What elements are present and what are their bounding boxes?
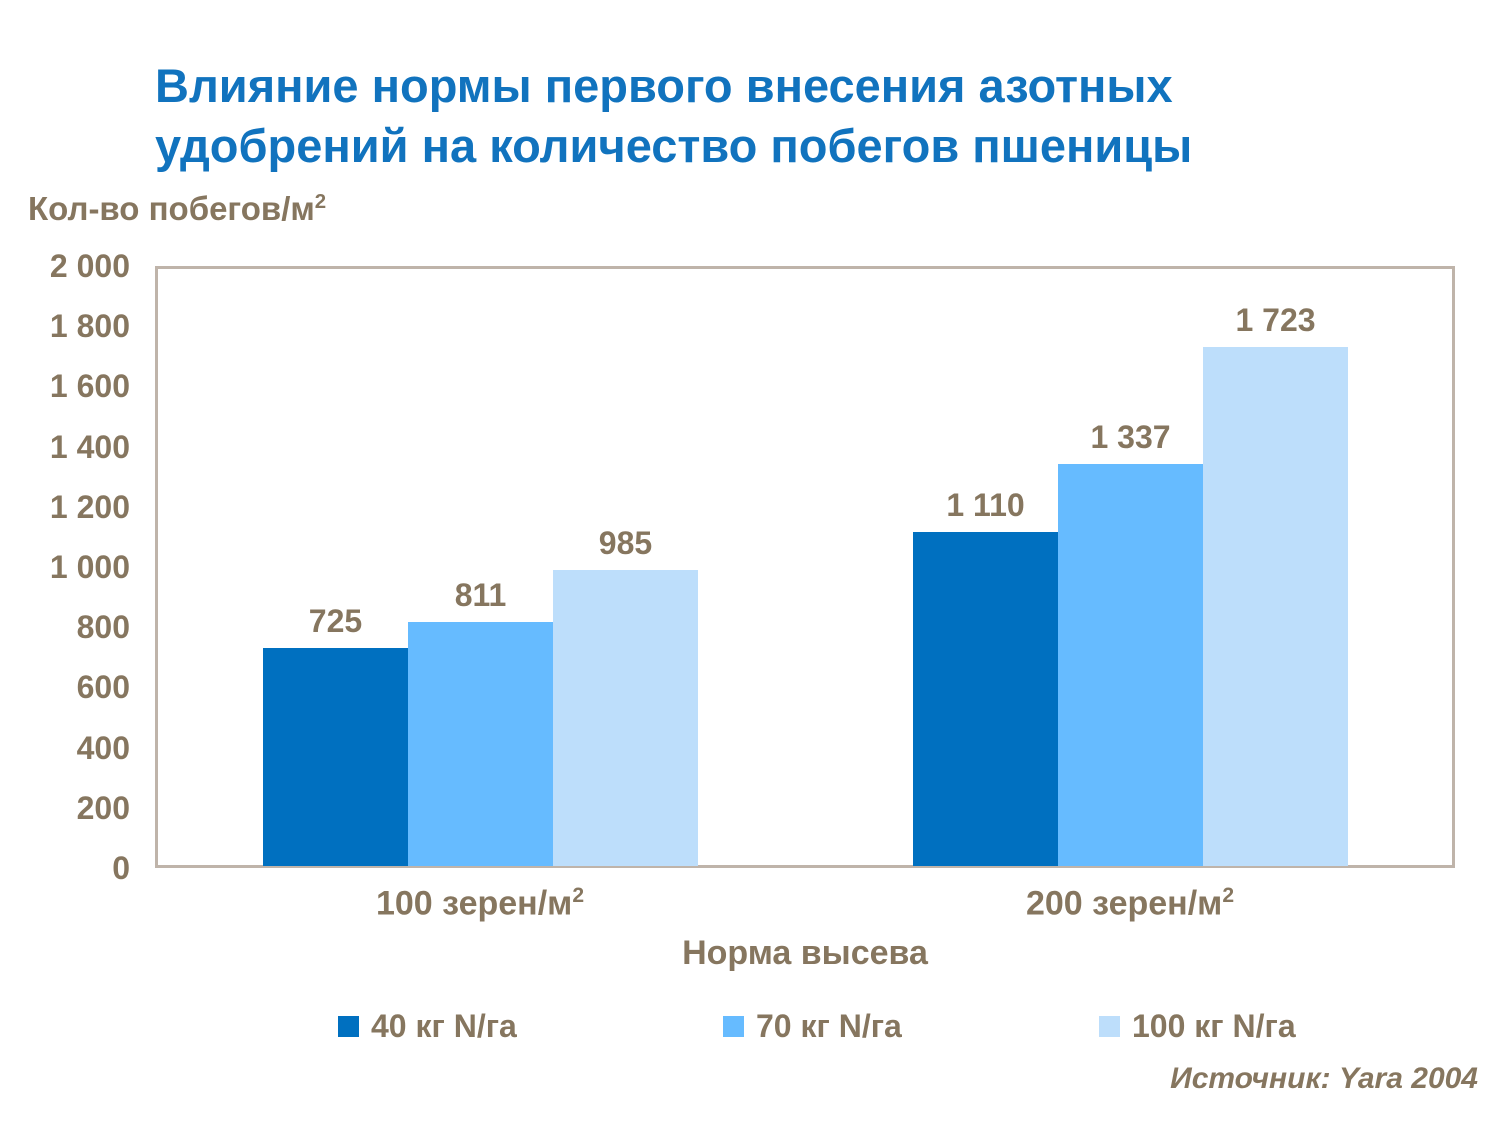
y-tick-label-7: 1 400 xyxy=(49,428,130,465)
x-axis-title: Норма высева xyxy=(682,934,928,972)
value-label-category2-series2: 1 337 xyxy=(1090,419,1171,455)
legend-item-3: 100 кг N/га xyxy=(1099,1006,1296,1046)
x-category-label-2: 200 зерен/м2 xyxy=(930,884,1330,923)
y-tick-label-6: 1 200 xyxy=(49,488,130,525)
value-label-category1-series2: 811 xyxy=(454,577,507,613)
y-tick-label-2: 400 xyxy=(76,729,130,766)
bar-category2-series1 xyxy=(913,532,1058,866)
x-category-label-text: 100 зерен/м xyxy=(375,884,573,923)
chart-title-line1: Влияние нормы первого внесения азотных xyxy=(155,59,1173,112)
legend-label-2: 70 кг N/га xyxy=(756,1007,902,1044)
y-tick-label-3: 600 xyxy=(76,669,130,706)
value-label-category2-series1: 1 110 xyxy=(946,487,1025,523)
y-tick-label-9: 1 800 xyxy=(49,308,130,345)
y-axis-label-text: Кол-во побегов/м xyxy=(28,190,315,227)
x-category-label-text: 200 зерен/м xyxy=(1025,884,1223,923)
legend-item-1: 40 кг N/га xyxy=(338,1006,517,1046)
legend-item-2: 70 кг N/га xyxy=(723,1006,902,1046)
bar-category1-series1 xyxy=(263,648,408,866)
legend-swatch-2 xyxy=(723,1015,744,1037)
y-tick-label-5: 1 000 xyxy=(49,549,130,585)
legend-label-3: 100 кг N/га xyxy=(1132,1007,1296,1044)
legend-label-1: 40 кг N/га xyxy=(371,1007,517,1044)
y-axis-label: Кол-во побегов/м2 xyxy=(28,190,326,228)
y-axis-label-superscript: 2 xyxy=(314,190,327,213)
chart-title: Влияние нормы первого внесения азотных у… xyxy=(155,56,1192,176)
chart-title-line2: удобрений на количество побегов пшеницы xyxy=(155,119,1193,173)
y-tick-label-0: 0 xyxy=(112,850,130,886)
value-label-category1-series3: 985 xyxy=(598,525,653,561)
bar-category1-series3 xyxy=(553,570,698,866)
x-category-label-superscript: 2 xyxy=(572,884,585,907)
bar-category2-series3 xyxy=(1203,347,1348,866)
source-note: Источник: Yara 2004 xyxy=(1170,1062,1478,1095)
y-tick-label-10: 2 000 xyxy=(49,248,130,284)
x-category-label-superscript: 2 xyxy=(1222,884,1235,907)
y-tick-label-8: 1 600 xyxy=(49,368,130,405)
bar-category2-series2 xyxy=(1058,464,1203,866)
value-label-category1-series1: 725 xyxy=(308,603,363,639)
legend-swatch-3 xyxy=(1099,1015,1120,1037)
y-tick-label-1: 200 xyxy=(76,789,130,826)
x-category-label-1: 100 зерен/м2 xyxy=(280,884,680,923)
legend-swatch-1 xyxy=(338,1015,359,1037)
bar-category1-series2 xyxy=(408,622,553,866)
value-label-category2-series3: 1 723 xyxy=(1235,302,1316,338)
y-tick-label-4: 800 xyxy=(76,609,130,646)
